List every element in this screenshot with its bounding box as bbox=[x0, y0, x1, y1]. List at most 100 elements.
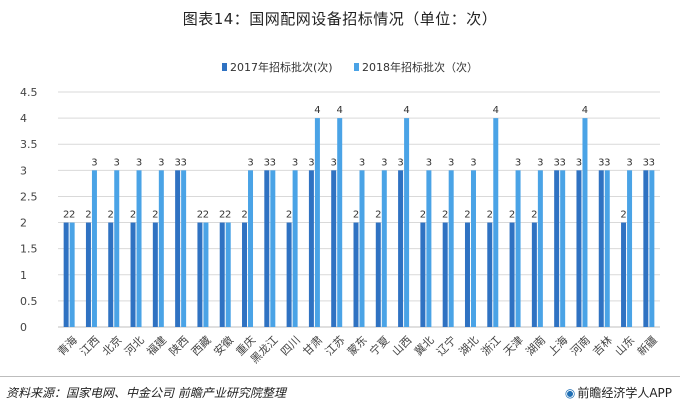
x-tick-label: 上海 bbox=[545, 333, 570, 358]
bar bbox=[531, 222, 537, 327]
x-tick-label: 新疆 bbox=[634, 333, 659, 358]
bar bbox=[621, 222, 627, 327]
bar bbox=[248, 170, 254, 327]
brand-logo-icon: ◉ bbox=[564, 386, 576, 400]
x-tick-label: 天津 bbox=[501, 334, 526, 359]
data-label: 3 bbox=[559, 157, 565, 168]
bar bbox=[225, 222, 231, 327]
x-tick-label: 北京 bbox=[99, 333, 124, 358]
data-label: 3 bbox=[136, 157, 142, 168]
data-label: 2 bbox=[241, 210, 247, 221]
x-tick-label: 湖北 bbox=[457, 334, 482, 359]
bar bbox=[448, 170, 454, 327]
bar bbox=[63, 222, 69, 327]
x-tick-label: 山西 bbox=[390, 334, 415, 359]
legend-label: 2017年招标批次(次) bbox=[230, 60, 333, 74]
data-label: 2 bbox=[620, 210, 626, 221]
data-label: 3 bbox=[397, 157, 403, 168]
bar bbox=[404, 118, 410, 327]
data-label: 2 bbox=[63, 210, 69, 221]
bar bbox=[203, 222, 209, 327]
data-label: 4 bbox=[403, 105, 409, 116]
y-tick-label: 2.5 bbox=[20, 190, 38, 203]
data-label: 3 bbox=[515, 157, 521, 168]
bar bbox=[643, 170, 649, 327]
bar bbox=[175, 170, 181, 327]
bar bbox=[242, 222, 248, 327]
data-label: 3 bbox=[576, 157, 582, 168]
bar bbox=[420, 222, 426, 327]
data-label: 2 bbox=[286, 210, 292, 221]
legend-swatch bbox=[354, 63, 359, 71]
bar bbox=[331, 170, 337, 327]
bar bbox=[649, 170, 655, 327]
bar bbox=[197, 222, 203, 327]
bar bbox=[442, 222, 448, 327]
x-tick-label: 宁夏 bbox=[367, 333, 392, 358]
data-label: 2 bbox=[152, 210, 158, 221]
data-label: 3 bbox=[308, 157, 314, 168]
data-label: 2 bbox=[69, 210, 75, 221]
data-label: 3 bbox=[359, 157, 365, 168]
data-label: 2 bbox=[353, 210, 359, 221]
data-label: 3 bbox=[649, 157, 655, 168]
x-tick-label: 吉林 bbox=[590, 333, 615, 358]
x-tick-label: 青海 bbox=[54, 333, 79, 358]
data-label: 3 bbox=[158, 157, 164, 168]
x-tick-label: 河北 bbox=[122, 334, 147, 359]
bar bbox=[114, 170, 120, 327]
bar bbox=[537, 170, 543, 327]
data-label: 4 bbox=[582, 105, 588, 116]
bar bbox=[375, 222, 381, 327]
data-label: 2 bbox=[197, 210, 203, 221]
x-tick-label: 蒙东 bbox=[345, 334, 370, 359]
data-label: 2 bbox=[464, 210, 470, 221]
y-tick-label: 3 bbox=[20, 164, 27, 177]
data-label: 3 bbox=[174, 157, 180, 168]
bar bbox=[158, 170, 164, 327]
bar bbox=[426, 170, 432, 327]
data-label: 2 bbox=[219, 210, 225, 221]
footer: 资料来源：国家电网、中金公司 前瞻产业研究院整理 ◉ 前瞻经济学人APP bbox=[0, 376, 680, 412]
bar bbox=[181, 170, 187, 327]
bar bbox=[470, 170, 476, 327]
y-tick-label: 0 bbox=[20, 321, 27, 334]
bar bbox=[91, 170, 97, 327]
data-label: 3 bbox=[247, 157, 253, 168]
bar bbox=[308, 170, 314, 327]
source-note: 资料来源：国家电网、中金公司 前瞻产业研究院整理 bbox=[6, 386, 286, 400]
y-tick-label: 1.5 bbox=[20, 243, 38, 256]
bar bbox=[108, 222, 114, 327]
bar bbox=[560, 170, 566, 327]
bar bbox=[264, 170, 270, 327]
x-tick-label: 甘肃 bbox=[300, 334, 325, 359]
y-tick-label: 1 bbox=[20, 269, 27, 282]
data-label: 2 bbox=[487, 210, 493, 221]
y-tick-label: 3.5 bbox=[20, 138, 38, 151]
data-label: 3 bbox=[643, 157, 649, 168]
x-tick-label: 陕西 bbox=[166, 333, 191, 358]
data-label: 2 bbox=[442, 210, 448, 221]
bar bbox=[493, 118, 499, 327]
bar bbox=[604, 170, 610, 327]
data-label: 3 bbox=[426, 157, 432, 168]
data-label: 3 bbox=[264, 157, 270, 168]
x-tick-label: 湖南 bbox=[523, 334, 548, 359]
data-label: 2 bbox=[85, 210, 91, 221]
bar bbox=[130, 222, 136, 327]
bar bbox=[359, 170, 365, 327]
bar bbox=[270, 170, 276, 327]
data-label: 3 bbox=[180, 157, 186, 168]
brand[interactable]: ◉ 前瞻经济学人APP bbox=[565, 384, 672, 401]
x-tick-label: 辽宁 bbox=[434, 333, 459, 358]
bar bbox=[515, 170, 521, 327]
data-label: 3 bbox=[114, 157, 120, 168]
x-tick-label: 四川 bbox=[278, 334, 303, 359]
legend-swatch bbox=[222, 63, 227, 71]
bar bbox=[487, 222, 493, 327]
chart-title: 图表14：国网配网设备招标情况（单位：次） bbox=[182, 10, 498, 28]
data-label: 3 bbox=[292, 157, 298, 168]
data-label: 2 bbox=[225, 210, 231, 221]
data-label: 3 bbox=[91, 157, 97, 168]
bar bbox=[136, 170, 142, 327]
